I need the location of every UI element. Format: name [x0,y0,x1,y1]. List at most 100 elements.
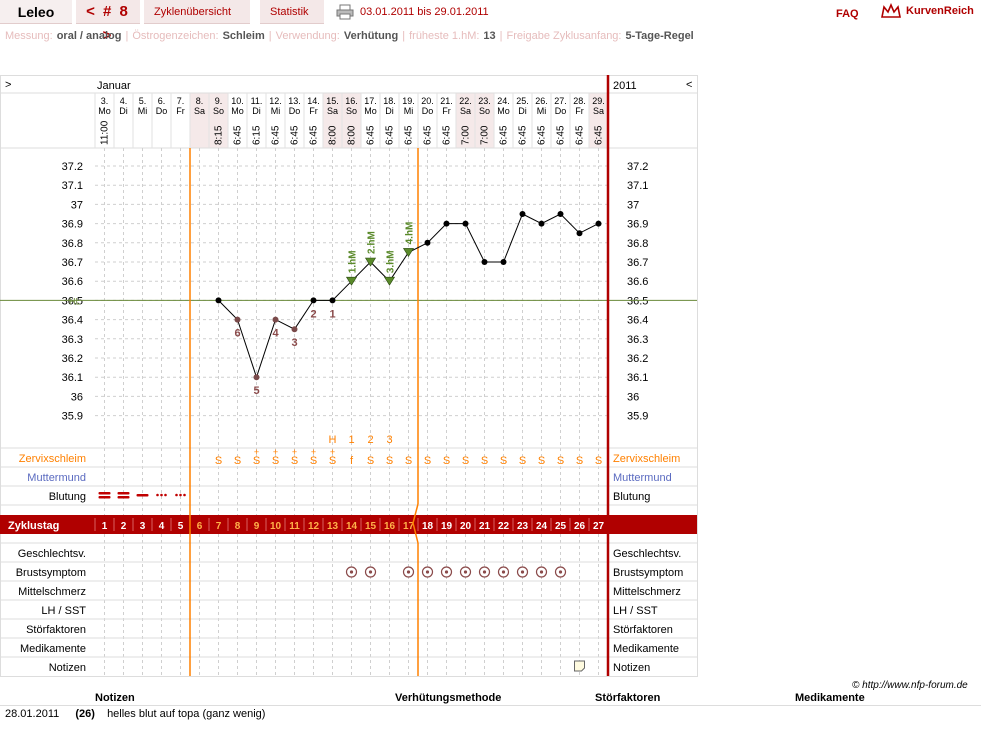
weekend-shade [589,93,608,148]
temperature-point [538,220,545,227]
note-row: 28.01.2011 (26) helles blut auf topa (ga… [5,708,265,720]
weekday-label: Di [252,106,261,116]
weekday-label: Di [385,106,394,116]
date-label: 13. [288,96,301,106]
temperature-point-high [402,248,415,257]
top-bar: Leleo < # 8 > Zyklenübersicht Statistik … [0,0,981,44]
logo: KurvenReich [880,3,974,19]
high-temp-label: 3.hM [386,250,397,273]
mucus-symbol: S [272,455,279,467]
mucus-symbol: S [215,455,222,467]
cycle-day-number: 24 [536,521,548,532]
coverline-label: HL [69,296,81,306]
breast-symptom-icon [520,570,525,574]
y-tick-label-right: 36.4 [627,315,648,327]
y-tick-label: 37.1 [62,180,83,192]
weekday-label: Fr [442,106,451,116]
nav-prev: > [5,79,11,91]
info-value: oral / analog [56,30,122,42]
temperature-point [424,239,431,246]
y-tick-label: 36.1 [62,372,83,384]
weekday-label: Fr [575,106,584,116]
row-label-intercourse: Geschlechtsv. [18,548,86,560]
weekday-label: So [479,106,490,116]
date-label: 5. [139,96,147,106]
date-label: 21. [440,96,453,106]
logo-text: KurvenReich [906,5,974,17]
note-date: 28.01.2011 [5,708,60,720]
weekday-label: Mo [98,106,111,116]
note-text: helles blut auf topa (ganz wenig) [107,708,266,720]
faq-link[interactable]: FAQ [836,8,859,20]
y-tick-label: 36.6 [62,276,83,288]
disturb-header: Störfaktoren [595,692,661,704]
row-label-midpain: Mittelschmerz [18,586,86,598]
time-label: 6:45 [442,125,453,145]
low-temp-label: 5 [253,385,259,397]
date-label: 29. [592,96,605,106]
date-label: 15. [326,96,339,106]
mucus-symbol: S [500,455,507,467]
temperature-point [310,297,317,304]
row-label-meds: Medikamente [20,643,86,655]
date-label: 6. [158,96,166,106]
temperature-point-high [383,276,396,286]
weekday-label: Sa [593,106,604,116]
breast-symptom-icon [406,570,411,574]
weekday-label: Di [119,106,128,116]
row-label-breast: Brustsymptom [16,567,86,579]
cycle-nav[interactable]: < # 8 > [76,0,140,44]
printer-icon[interactable] [336,4,354,20]
y-tick-label: 36.9 [62,219,83,231]
info-key: Freigabe Zyklusanfang: [506,30,622,42]
breast-symptom-icon [444,570,449,574]
time-label: 6:45 [575,125,586,145]
info-bar: Messung: oral / analog | Östrogenzeichen: Sc… [5,30,694,42]
low-temp-label: 4 [272,328,279,340]
weekday-label: So [213,106,224,116]
time-label: 6:45 [518,125,529,145]
mucus-plus: + [311,447,316,457]
cycle-day-number: 10 [270,521,282,532]
time-label: 7:00 [461,125,472,145]
crown-icon [881,3,901,18]
y-tick-label: 36.7 [62,257,83,269]
temperature-point-low [291,326,298,333]
row-label-cycle-day: Zyklustag [8,520,59,532]
date-label: 10. [231,96,244,106]
breast-symptom-icon [501,570,506,574]
mucus-symbol: S [519,455,526,467]
row-label-mucus: Zervixschleim [19,453,86,465]
bleeding-heavy [98,496,111,499]
weekday-label: Di [518,106,527,116]
mucus-symbol: S [291,455,298,467]
row-label-meds-right: Medikamente [613,643,679,655]
temperature-point-low [234,316,241,323]
temperature-point [443,220,450,227]
time-label: 6:45 [556,125,567,145]
weekend-shade [475,93,494,148]
tab-statistics[interactable]: Statistik [260,0,324,24]
low-temp-label: 2 [310,308,316,320]
notes-header: Notizen [95,692,135,704]
weekday-label: Fr [176,106,185,116]
tab-cycle-overview[interactable]: Zyklenübersicht [144,0,250,24]
high-temp-label: 4.hM [405,222,416,245]
mucus-symbol: S [329,455,336,467]
row-label-notes: Notizen [49,662,86,674]
y-tick-label-right: 36.1 [627,372,648,384]
info-key: Verwendung: [275,30,340,42]
date-label: 23. [478,96,491,106]
info-value: 5-Tage-Regel [625,30,694,42]
temperature-point [481,259,488,265]
info-value: Verhütung [343,30,399,42]
date-label: 20. [421,96,434,106]
time-label: 11:00 [100,120,111,145]
temperature-point [329,297,336,304]
date-label: 7. [177,96,185,106]
mucus-symbol: S [367,455,374,467]
cycle-day-number: 7 [216,521,222,532]
mucus-symbol: S [576,455,583,467]
cycle-day-number: 23 [517,521,529,532]
row-label-lh-right: LH / SST [613,605,658,617]
